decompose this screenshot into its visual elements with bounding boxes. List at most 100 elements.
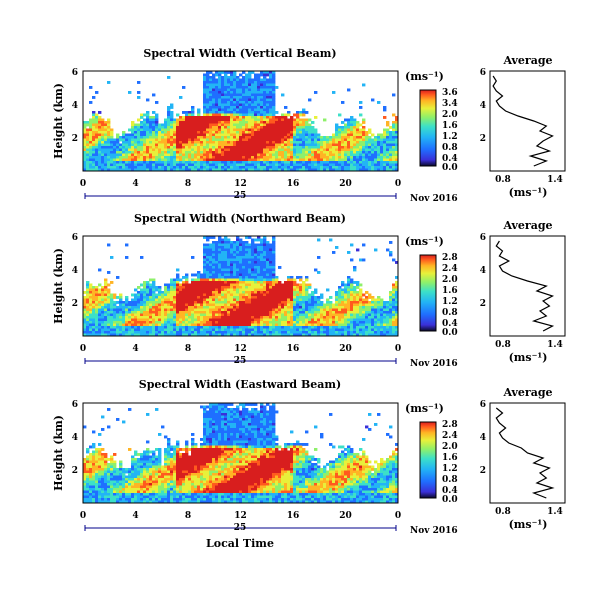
y-tick-label: 6 <box>72 68 78 78</box>
heatmap-cell <box>356 291 360 294</box>
heatmap-cell <box>248 91 252 94</box>
heatmap-cell <box>215 278 219 282</box>
heatmap-cell <box>272 166 276 169</box>
heatmap-cell <box>227 238 231 242</box>
heatmap-cell <box>383 106 387 109</box>
heatmap-cell <box>125 256 129 259</box>
heatmap-cell <box>311 293 315 297</box>
heatmap-cell <box>191 278 195 282</box>
heatmap-cell <box>200 168 204 172</box>
heatmap-cell <box>251 116 255 119</box>
heatmap-cell <box>191 131 195 134</box>
heatmap-cell <box>176 141 180 144</box>
heatmap-cell <box>197 156 201 159</box>
heatmap-cell <box>107 153 111 157</box>
heatmap-cell <box>269 286 273 289</box>
heatmap-cell <box>371 143 375 147</box>
heatmap-cell <box>251 156 255 159</box>
heatmap-cell <box>266 163 270 167</box>
heatmap-cell <box>272 288 276 292</box>
heatmap-cell <box>89 136 93 139</box>
heatmap-cell <box>275 168 279 172</box>
heatmap-cell <box>356 286 360 289</box>
heatmap-cell <box>290 161 294 164</box>
heatmap-cell <box>269 246 273 249</box>
heatmap-cell <box>233 271 237 274</box>
heatmap-cell <box>122 136 126 139</box>
heatmap-cell <box>338 143 342 147</box>
heatmap-cell <box>335 131 339 134</box>
heatmap-cell <box>224 333 228 337</box>
heatmap-cell <box>206 81 210 84</box>
heatmap-cell <box>341 298 345 302</box>
heatmap-cell <box>266 283 270 287</box>
heatmap-cell <box>152 321 156 324</box>
heatmap-cell <box>269 281 273 284</box>
heatmap-cell <box>299 161 303 164</box>
heatmap-cell <box>233 83 237 87</box>
y-tick-label: 2 <box>72 134 78 144</box>
heatmap-cell <box>362 128 366 132</box>
heatmap-cell <box>212 306 216 309</box>
heatmap-cell <box>377 133 381 137</box>
heatmap-cell <box>95 313 99 317</box>
heatmap-cell <box>137 151 141 154</box>
heatmap-cell <box>233 331 237 334</box>
heatmap-cell <box>248 253 252 257</box>
heatmap-cell <box>239 111 243 114</box>
heatmap-cell <box>224 146 228 149</box>
heatmap-cell <box>218 323 222 327</box>
heatmap-cell <box>230 71 234 74</box>
heatmap-cell <box>110 281 114 284</box>
heatmap-cell <box>269 326 273 329</box>
heatmap-cell <box>317 321 321 324</box>
heatmap-cell <box>179 116 183 119</box>
heatmap-cell <box>158 138 162 142</box>
heatmap-cell <box>218 278 222 282</box>
heatmap-cell <box>335 333 339 337</box>
heatmap-cell <box>251 91 255 94</box>
heatmap-cell <box>242 243 246 247</box>
heatmap-cell <box>341 331 345 334</box>
heatmap-cell <box>254 251 258 254</box>
heatmap-cell <box>197 116 201 119</box>
heatmap-cell <box>215 268 219 272</box>
heatmap-cell <box>209 291 213 294</box>
heatmap-cell <box>140 323 144 327</box>
heatmap-cell <box>302 333 306 337</box>
heatmap-cell <box>236 326 240 329</box>
heatmap-cell <box>176 153 180 157</box>
heatmap-cell <box>242 116 246 119</box>
heatmap-cell <box>221 96 225 99</box>
heatmap-cell <box>392 156 396 159</box>
heatmap-cell <box>290 283 294 287</box>
heatmap-cell <box>281 303 285 307</box>
heatmap-cell <box>248 158 252 162</box>
heatmap-cell <box>281 136 285 139</box>
heatmap-cell <box>143 296 147 299</box>
heatmap-cell <box>200 136 204 139</box>
heatmap-cell <box>311 153 315 157</box>
heatmap-cell <box>386 151 390 154</box>
heatmap-cell <box>257 93 261 97</box>
panel-vertical: Spectral Width (Vertical Beam) Height (k… <box>52 47 566 204</box>
heatmap-cell <box>305 326 309 329</box>
heatmap-cell <box>236 313 240 317</box>
heatmap-cell <box>314 136 318 139</box>
heatmap-cell <box>305 278 309 282</box>
heatmap-cell <box>221 168 225 172</box>
heatmap-cell <box>248 281 252 284</box>
heatmap-cell <box>224 316 228 319</box>
heatmap-cell <box>350 131 354 134</box>
heatmap-cell <box>335 313 339 317</box>
heatmap-cell <box>86 323 90 327</box>
heatmap-cell <box>194 141 198 144</box>
heatmap-cell <box>128 156 132 159</box>
heatmap-cell <box>89 326 93 329</box>
heatmap-cell <box>269 163 273 167</box>
heatmap-cell <box>236 333 240 337</box>
heatmap-cell <box>242 266 246 269</box>
heatmap-cell <box>380 163 384 167</box>
heatmap-cell <box>104 158 108 162</box>
heatmap-cell <box>251 298 255 302</box>
